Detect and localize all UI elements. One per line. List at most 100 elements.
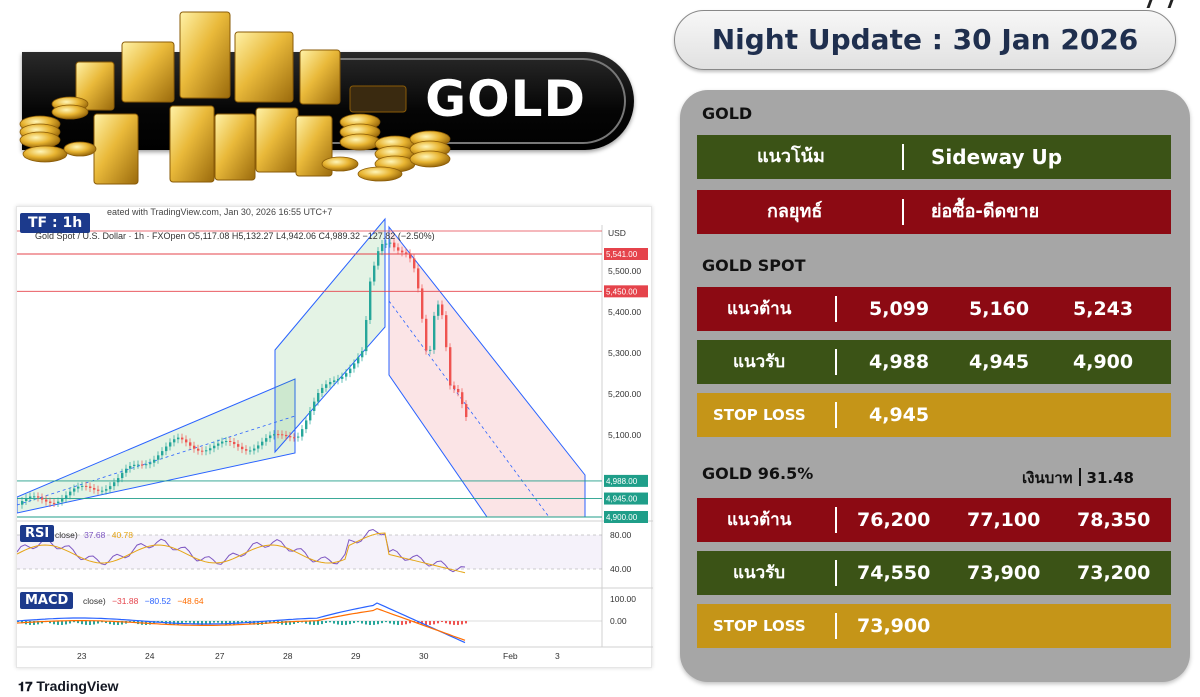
macd-hist-bar: [221, 621, 223, 624]
x-tick-label: Feb: [503, 651, 518, 661]
macd-hist-bar: [349, 621, 351, 625]
candle-body: [405, 252, 408, 254]
up-channel-2: [274, 217, 386, 454]
candle-body: [93, 487, 96, 490]
candle-body: [425, 318, 428, 351]
divider: [902, 199, 904, 225]
macd-hist-bar: [197, 621, 199, 625]
tradingview-logo: 𝟏𝟕 TradingView: [18, 678, 119, 694]
candle-body: [409, 253, 412, 259]
macd-hist-bar: [57, 621, 59, 625]
candle-body: [297, 436, 300, 438]
macd-hist-bar: [69, 621, 71, 624]
macd-hist-bar: [357, 621, 359, 623]
macd-hist-bar: [361, 621, 363, 624]
macd-hist-bar: [305, 621, 307, 624]
macd-hist-bar: [289, 621, 291, 625]
candle-body: [205, 450, 208, 452]
candle-body: [21, 501, 24, 505]
candle-body: [373, 265, 376, 282]
macd-hist-bar: [193, 621, 195, 624]
candle-body: [97, 489, 100, 491]
candle-body: [81, 485, 84, 487]
candle-body: [45, 499, 48, 502]
candle-body: [221, 441, 224, 444]
macd-hist-bar: [93, 621, 95, 625]
candle-body: [325, 384, 328, 388]
trend-row: แนวโน้ม Sideway Up: [697, 135, 1171, 179]
spot-stoploss-row: STOP LOSS 4,945: [697, 393, 1171, 437]
candle-body: [381, 244, 384, 252]
x-tick-label: 29: [351, 651, 361, 661]
candle-body: [89, 486, 92, 488]
candle-body: [233, 441, 236, 445]
candle-body: [105, 489, 108, 491]
x-tick-label: 3: [555, 651, 560, 661]
trend-value: Sideway Up: [931, 145, 1063, 169]
candle-body: [165, 446, 168, 452]
macd-hist-bar: [33, 621, 35, 625]
up-channel-1: [17, 378, 296, 514]
candle-body: [365, 319, 368, 352]
macd-hist-bar: [401, 621, 403, 625]
macd-hist-bar: [325, 621, 327, 623]
candle-body: [261, 441, 264, 446]
macd-hist-bar: [265, 621, 267, 624]
candle-body: [465, 404, 468, 418]
macd-hist-bar: [433, 621, 435, 625]
macd-hist-bar: [313, 621, 315, 625]
macd-hist-bar: [369, 621, 371, 625]
candle-body: [293, 437, 296, 439]
candle-body: [453, 385, 456, 389]
price-chart[interactable]: 5,541.00 5,450.00 4,988.00 4,945.00 4,900.00…: [17, 207, 653, 669]
candle-body: [133, 464, 136, 467]
x-tick-label: 28: [283, 651, 293, 661]
candle-body: [129, 466, 132, 469]
candle-body: [185, 439, 188, 443]
chart-ohlc-text: Gold Spot / U.S. Dollar · 1h · FXOpen O5…: [35, 231, 435, 241]
candle-body: [125, 468, 128, 473]
candle-body: [333, 380, 336, 382]
candle-body: [69, 491, 72, 496]
macd-hist-bar: [377, 621, 379, 625]
candle-body: [197, 448, 200, 451]
candle-body: [389, 242, 392, 244]
level-tag-bg: [604, 492, 648, 505]
level-tag-bg: [604, 285, 648, 298]
macd-hist-bar: [333, 621, 335, 624]
thai-support-row: แนวรับ 74,550 73,900 73,200: [697, 551, 1171, 595]
candle-body: [449, 347, 452, 386]
macd-hist-bar: [109, 621, 111, 625]
candle-body: [329, 381, 332, 385]
macd-hist-bar: [341, 621, 343, 625]
candle-body: [213, 445, 216, 449]
level-tag-bg: [604, 511, 648, 523]
candle-body: [461, 392, 464, 405]
candle-body: [301, 429, 304, 437]
price-tick-label: 5,400.00: [608, 307, 641, 317]
divider: [835, 349, 837, 375]
candle-body: [49, 501, 52, 503]
thai-resistance-row: แนวต้าน 76,200 77,100 78,350: [697, 498, 1171, 542]
candle-body: [349, 368, 352, 374]
divider: [835, 560, 837, 586]
macd-hist-bar: [113, 621, 115, 625]
gold-965-title: GOLD 96.5%: [702, 464, 814, 483]
gold-title: GOLD: [425, 70, 586, 128]
macd-hist-bar: [185, 621, 187, 623]
candle-body: [189, 442, 192, 446]
resistance-1: 76,200: [857, 509, 931, 531]
candle-body: [33, 496, 36, 498]
candle-body: [37, 496, 40, 498]
date-pill: Night Update : 30 Jan 2026: [674, 10, 1176, 70]
candle-body: [153, 459, 156, 463]
candle-body: [145, 464, 148, 466]
candle-body: [29, 496, 32, 499]
candle-body: [101, 490, 104, 492]
candle-body: [257, 445, 260, 449]
candle-body: [433, 315, 436, 350]
candle-body: [345, 373, 348, 377]
macd-hist-bar: [101, 621, 103, 623]
macd-hist-bar: [393, 621, 395, 625]
candle-body: [457, 388, 460, 393]
